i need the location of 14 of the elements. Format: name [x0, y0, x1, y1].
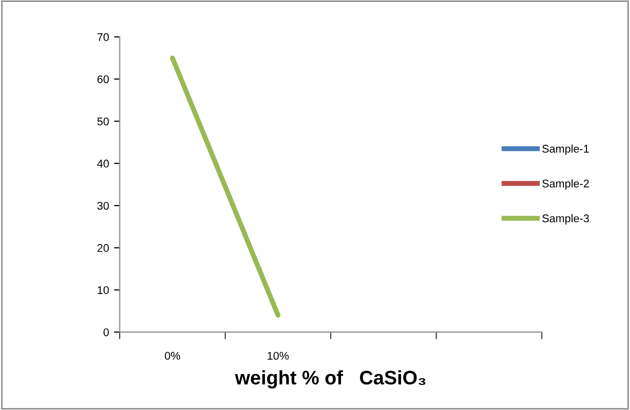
legend-label: Sample-2 [542, 179, 589, 190]
x-axis-title: weight % of CaSiO₃ [234, 370, 426, 388]
y-tick-label: 70 [97, 33, 109, 42]
x-tick-label: 0% [164, 352, 180, 360]
y-tick-label: 60 [97, 75, 109, 84]
y-tick-label: 30 [97, 202, 109, 210]
y-tick-label: 40 [97, 160, 109, 168]
x-tick-label: 10% [268, 352, 289, 360]
legend-label: Sample-1 [542, 144, 589, 155]
y-tick-label: 0 [104, 328, 109, 336]
y-tick-label: 10 [98, 286, 109, 294]
y-tick-label: 50 [97, 118, 109, 126]
y-tick-label: 20 [97, 244, 109, 252]
legend-label: Sample-3 [542, 214, 589, 224]
